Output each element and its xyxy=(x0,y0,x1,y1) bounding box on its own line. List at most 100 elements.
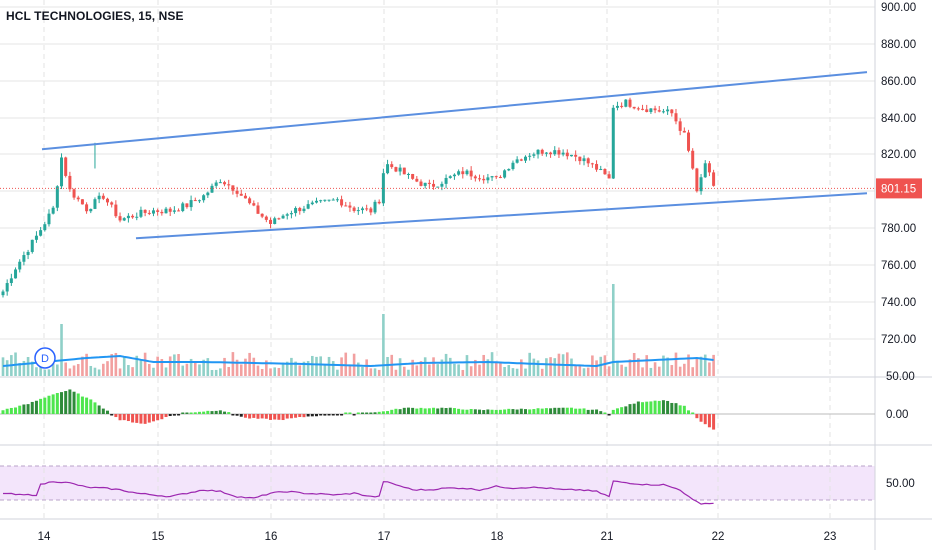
candle-body xyxy=(365,208,369,210)
volume-bar xyxy=(524,368,527,376)
volume-bar xyxy=(302,361,306,376)
candle-body xyxy=(653,108,657,111)
price-axis-label: 900.00 xyxy=(881,2,916,14)
macd-bar xyxy=(327,414,331,416)
macd-bar xyxy=(193,412,197,414)
volume-bar xyxy=(570,358,573,376)
candle-body xyxy=(227,184,231,186)
candle-body xyxy=(147,212,151,214)
macd-bar xyxy=(645,401,649,414)
volume-bar xyxy=(273,367,276,376)
volume-bar xyxy=(114,352,118,376)
macd-bar xyxy=(160,414,164,420)
macd-bar xyxy=(1,410,5,414)
macd-bar xyxy=(432,407,436,414)
macd-bar xyxy=(294,414,298,418)
candle-body xyxy=(482,178,486,181)
macd-bar xyxy=(365,412,369,414)
volume-bar xyxy=(198,364,201,376)
macd-bar xyxy=(89,399,93,414)
macd-bar xyxy=(603,412,607,414)
volume-bar xyxy=(482,354,485,376)
candle-body xyxy=(181,203,185,212)
volume-bar xyxy=(423,357,427,376)
candle-body xyxy=(310,202,314,205)
macd-bar xyxy=(699,414,703,422)
candle-body xyxy=(373,201,377,213)
volume-bar xyxy=(68,368,72,376)
macd-bar xyxy=(248,414,252,419)
macd-bar xyxy=(22,404,26,414)
volume-bar xyxy=(277,367,281,376)
candle-body xyxy=(524,156,527,161)
volume-bar xyxy=(281,362,285,376)
volume-bar xyxy=(603,355,607,376)
volume-bar xyxy=(402,366,406,376)
volume-bar xyxy=(478,364,481,376)
candle-body xyxy=(666,109,670,112)
candle-body xyxy=(641,108,645,110)
time-axis-label: 14 xyxy=(38,531,51,543)
candle-body xyxy=(377,201,381,204)
candle-body xyxy=(273,218,277,224)
volume-bar xyxy=(398,358,402,376)
volume-bar xyxy=(699,356,703,376)
candle-body xyxy=(469,170,473,177)
volume-bar xyxy=(599,356,603,376)
macd-bar xyxy=(202,411,206,414)
candle-body xyxy=(177,210,181,212)
candle-body xyxy=(528,155,532,157)
candle-body xyxy=(193,200,197,202)
candle-body xyxy=(628,99,632,107)
candle-body xyxy=(168,208,172,212)
volume-bar xyxy=(683,363,686,376)
macd-bar xyxy=(97,405,101,414)
candle-body xyxy=(60,157,64,187)
macd-bar xyxy=(156,414,160,421)
macd-bar xyxy=(549,408,553,414)
candle-body xyxy=(80,199,84,205)
volume-bar xyxy=(193,361,197,376)
volume-bar xyxy=(607,366,611,376)
volume-bar xyxy=(336,369,339,376)
macd-bar xyxy=(682,405,686,414)
macd-bar xyxy=(55,393,59,414)
candle-body xyxy=(490,176,494,178)
candle-body xyxy=(335,199,339,201)
candle-body xyxy=(143,209,147,213)
candle-body xyxy=(93,199,97,209)
candle-body xyxy=(620,105,624,107)
macd-bar xyxy=(653,400,657,414)
macd-bar xyxy=(515,409,519,414)
volume-bar xyxy=(331,361,335,376)
candle-body xyxy=(151,210,155,214)
macd-bar xyxy=(315,414,318,417)
candle-body xyxy=(356,210,360,212)
macd-bar xyxy=(147,414,151,423)
candle-body xyxy=(306,204,310,209)
candle-body xyxy=(172,210,176,212)
volume-bar xyxy=(703,354,707,376)
candle-body xyxy=(394,167,398,172)
macd-bar xyxy=(214,410,218,414)
macd-bar xyxy=(135,414,139,423)
macd-bar xyxy=(26,404,30,414)
candle-body xyxy=(248,198,252,204)
volume-bar xyxy=(227,366,231,376)
macd-bar xyxy=(465,409,469,414)
macd-bar xyxy=(131,414,135,423)
candle-body xyxy=(565,152,569,157)
macd-bar xyxy=(461,409,465,414)
candle-body xyxy=(687,132,691,151)
volume-bar xyxy=(81,356,84,376)
volume-bar xyxy=(407,369,410,376)
volume-bar xyxy=(532,358,536,376)
volume-bar xyxy=(315,356,318,376)
macd-bar xyxy=(544,408,548,414)
candle-body xyxy=(603,168,607,175)
volume-bar xyxy=(494,362,498,376)
volume-bar xyxy=(386,356,389,376)
candle-body xyxy=(595,163,599,170)
